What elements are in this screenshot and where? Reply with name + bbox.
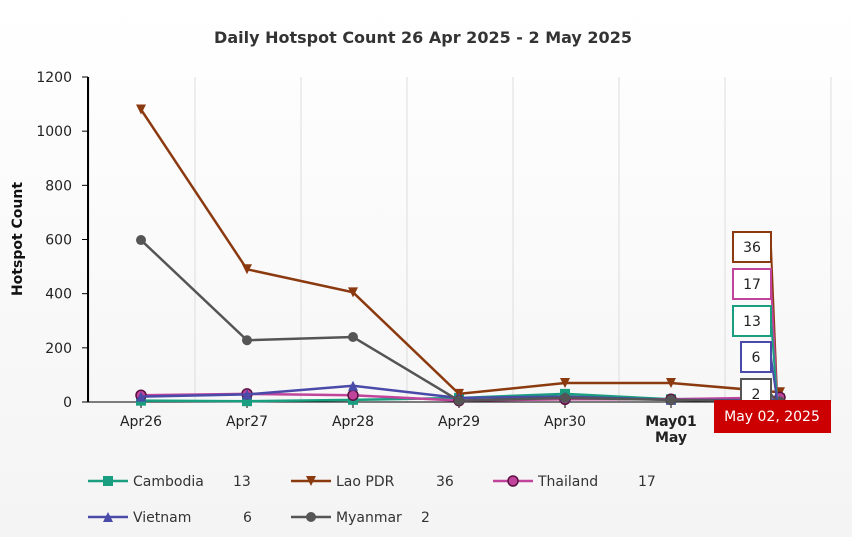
series-point	[348, 332, 358, 342]
series-point	[560, 378, 570, 389]
grid-lines	[88, 77, 832, 402]
series-point	[136, 391, 146, 402]
chart-title: Daily Hotspot Count 26 Apr 2025 - 2 May …	[214, 28, 632, 47]
x-tick-label: Apr30	[544, 414, 586, 430]
x-tick-label: Apr29	[438, 414, 480, 430]
legend-label: Lao PDR	[336, 474, 395, 490]
end-tag-thailand: 17	[732, 268, 778, 398]
y-tick-label: 800	[45, 178, 72, 194]
series-point	[666, 378, 676, 389]
series-point	[242, 335, 252, 346]
y-tick-label: 1200	[36, 70, 72, 86]
legend-label: Vietnam	[133, 510, 191, 526]
legend-item-lao-pdr: Lao PDR 36	[291, 474, 454, 490]
legend-value: 13	[233, 474, 251, 490]
end-tag-box	[732, 231, 772, 263]
end-tag-cambodia: 13	[732, 305, 778, 399]
end-tag-value: 36	[743, 240, 761, 256]
legend-value: 2	[421, 510, 430, 526]
series-point	[306, 512, 316, 522]
end-tag-vietnam: 6	[740, 341, 778, 401]
legend-value: 36	[436, 474, 454, 490]
series-point	[348, 287, 358, 298]
series-lines	[135, 104, 786, 407]
series-point	[666, 394, 676, 405]
y-tick-label: 0	[63, 395, 72, 411]
x-month-label: May	[655, 430, 687, 446]
tooltip-box	[714, 400, 831, 433]
end-tag-box	[740, 341, 772, 373]
series-line	[139, 108, 781, 396]
legend-item-myanmar: Myanmar 2	[291, 510, 430, 526]
legend-item-vietnam: Vietnam 6	[88, 510, 252, 526]
x-tick-label: Apr26	[120, 414, 162, 430]
series-point	[347, 389, 359, 401]
end-tag-value: 2	[752, 387, 761, 403]
series-point	[348, 380, 358, 391]
legend: Cambodia 13 Lao PDR 36 Thailand 17 Vietnam 6 Mya…	[88, 474, 656, 526]
series-point	[103, 512, 113, 522]
axes: 0 200 400 600 800 1000 1200 Apr26 Apr27 Apr28 Apr2…	[36, 70, 831, 446]
series-point	[507, 475, 519, 487]
x-tick-label: Apr27	[226, 414, 268, 430]
series-point	[560, 392, 570, 403]
series-myanmar	[136, 235, 785, 407]
end-value-tags: 36 17 13 6 2	[732, 231, 778, 410]
date-tooltip: May 02, 2025	[714, 400, 831, 433]
legend-value: 6	[243, 510, 252, 526]
legend-label: Myanmar	[336, 510, 402, 526]
x-tick-label: May01	[645, 414, 697, 430]
legend-item-cambodia: Cambodia 13	[88, 474, 251, 490]
y-tick-label: 200	[45, 341, 72, 357]
end-tag-value: 17	[743, 277, 761, 293]
end-tag-box	[732, 268, 772, 300]
x-tick-label: Apr28	[332, 414, 374, 430]
series-point	[242, 264, 252, 275]
legend-item-thailand: Thailand 17	[493, 474, 656, 490]
y-tick-label: 1000	[36, 124, 72, 140]
series-point	[454, 395, 464, 406]
series-point	[242, 389, 252, 400]
y-tick-label: 600	[45, 233, 72, 249]
end-tag-value: 6	[752, 350, 761, 366]
y-axis-label: Hotspot Count	[10, 182, 26, 296]
legend-label: Thailand	[537, 474, 598, 490]
tooltip-text: May 02, 2025	[724, 409, 820, 425]
series-point	[306, 476, 316, 486]
series-point	[136, 235, 146, 246]
series-point	[136, 104, 146, 115]
end-tag-value: 13	[743, 314, 761, 330]
series-point	[103, 476, 113, 486]
series-line	[140, 239, 781, 403]
end-tag-box	[732, 305, 772, 337]
legend-value: 17	[638, 474, 656, 490]
series-lao-pdr	[136, 104, 785, 399]
series-point	[242, 396, 252, 407]
y-tick-label: 400	[45, 287, 72, 303]
legend-label: Cambodia	[133, 474, 204, 490]
